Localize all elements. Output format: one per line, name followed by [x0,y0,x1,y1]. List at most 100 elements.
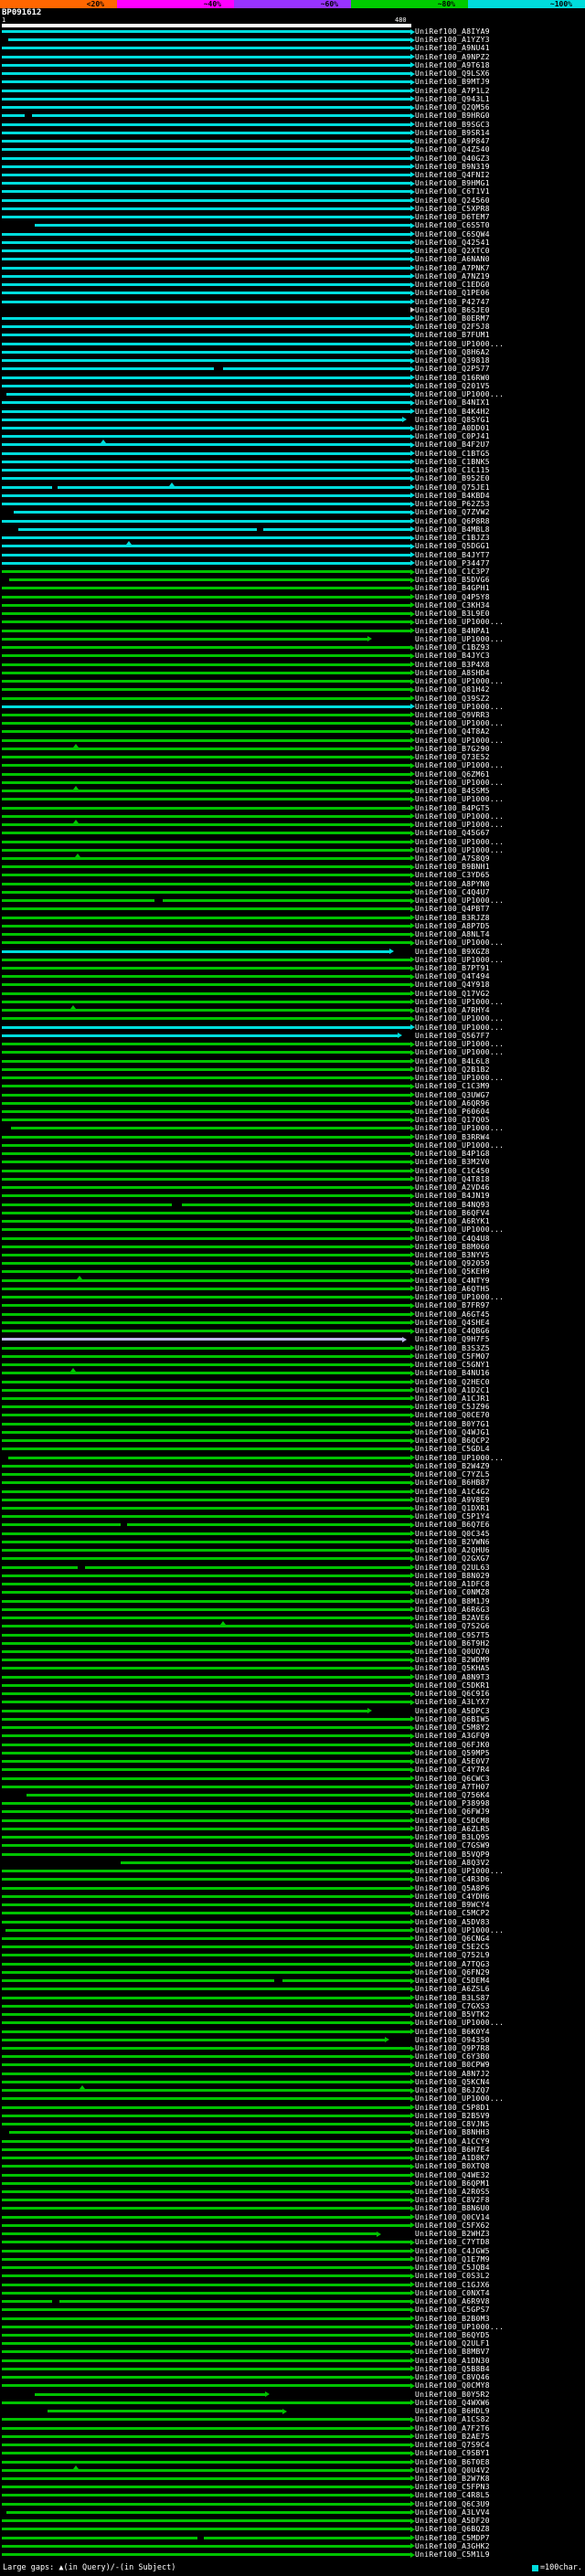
alignment-row[interactable]: UniRef100_UP1000... [0,1225,585,1234]
alignment-row[interactable]: UniRef100_B9N319 [0,163,585,171]
alignment-row[interactable]: UniRef100_Q5B8B4 [0,2365,585,2373]
hit-label[interactable]: UniRef100_UP1000... [415,1040,505,1049]
alignment-row[interactable]: UniRef100_C5DEM4 [0,1977,585,1985]
hit-label[interactable]: UniRef100_B5VQP9 [415,1850,490,1859]
alignment-row[interactable]: UniRef100_B4NU16 [0,1368,585,1377]
alignment-row[interactable]: UniRef100_B2WHZ3 [0,2230,585,2238]
alignment-row[interactable]: UniRef100_Q752L9 [0,1951,585,1959]
alignment-row[interactable]: UniRef100_Q9P7R8 [0,2044,585,2052]
alignment-row[interactable]: UniRef100_UP1000... [0,795,585,803]
hit-label[interactable]: UniRef100_B4KBD4 [415,491,490,500]
hit-label[interactable]: UniRef100_A1CS82 [415,2415,490,2424]
hit-label[interactable]: UniRef100_Q9P7R8 [415,2044,490,2053]
hit-label[interactable]: UniRef100_C7YTD8 [415,2238,490,2247]
alignment-row[interactable]: UniRef100_Q9H7F5 [0,1335,585,1343]
alignment-row[interactable]: UniRef100_C5XPR8 [0,205,585,213]
alignment-row[interactable]: UniRef100_C1C3M9 [0,1082,585,1090]
hit-label[interactable]: UniRef100_Q5A8P6 [415,1883,490,1892]
alignment-row[interactable]: UniRef100_C4NTY9 [0,1275,585,1285]
hit-label[interactable]: UniRef100_A7NZ19 [415,271,490,281]
hit-label[interactable]: UniRef100_Q2UL63 [415,1563,490,1572]
hit-label[interactable]: UniRef100_B9SR14 [415,128,490,137]
alignment-row[interactable]: UniRef100_Q17Q05 [0,1116,585,1124]
alignment-row[interactable]: UniRef100_A8SHD4 [0,669,585,677]
alignment-row[interactable]: UniRef100_B7PT91 [0,964,585,972]
hit-label[interactable]: UniRef100_A8P7D5 [415,921,490,930]
alignment-row[interactable]: UniRef100_P38998 [0,1799,585,1807]
hit-label[interactable]: UniRef100_B4MBL8 [415,525,490,534]
alignment-row[interactable]: UniRef100_UP1000... [0,1124,585,1132]
alignment-row[interactable]: UniRef100_A0DD01 [0,424,585,432]
hit-label[interactable]: UniRef100_Q59MP5 [415,1748,490,1757]
alignment-row[interactable]: UniRef100_Q59MP5 [0,1749,585,1757]
hit-label[interactable]: UniRef100_C5FX62 [415,2221,490,2230]
hit-label[interactable]: UniRef100_UP1000... [415,1124,505,1133]
alignment-row[interactable]: UniRef100_Q6BQZ8 [0,2525,585,2533]
hit-label[interactable]: UniRef100_A7PNK7 [415,263,490,272]
hit-label[interactable]: UniRef100_A7TQG3 [415,1959,490,1968]
hit-label[interactable]: UniRef100_B3LS87 [415,1993,490,2002]
hit-label[interactable]: UniRef100_Q39818 [415,356,490,366]
alignment-row[interactable]: UniRef100_O94350 [0,2036,585,2044]
hit-label[interactable]: UniRef100_C5FPN3 [415,2483,490,2492]
alignment-row[interactable]: UniRef100_B4NIX1 [0,398,585,407]
hit-label[interactable]: UniRef100_Q16RW0 [415,373,490,382]
alignment-row[interactable]: UniRef100_C1GJX6 [0,2281,585,2289]
hit-label[interactable]: UniRef100_UP1000... [415,896,505,906]
hit-label[interactable]: UniRef100_B8MBV7 [415,2348,490,2357]
hit-label[interactable]: UniRef100_B3RRW4 [415,1132,490,1141]
hit-label[interactable]: UniRef100_Q752L9 [415,1951,490,1960]
alignment-row[interactable]: UniRef100_A6ZSL6 [0,1985,585,1993]
alignment-row[interactable]: UniRef100_UP1000... [0,1293,585,1301]
alignment-row[interactable]: UniRef100_UP1000... [0,838,585,846]
hit-label[interactable]: UniRef100_UP1000... [415,339,505,348]
alignment-row[interactable]: UniRef100_UP1000... [0,956,585,964]
alignment-row[interactable]: UniRef100_A7P1L2 [0,87,585,95]
hit-label[interactable]: UniRef100_UP1000... [415,2019,505,2028]
alignment-row[interactable]: UniRef100_B2B0M3 [0,2315,585,2323]
hit-label[interactable]: UniRef100_B3RJZ8 [415,913,490,922]
alignment-row[interactable]: UniRef100_A6RYK1 [0,1217,585,1225]
alignment-row[interactable]: UniRef100_C4R3D6 [0,1875,585,1883]
hit-label[interactable]: UniRef100_C5DCM8 [415,1816,490,1825]
alignment-row[interactable]: UniRef100_Q201V5 [0,382,585,390]
hit-label[interactable]: UniRef100_B4NIX1 [415,398,490,408]
hit-label[interactable]: UniRef100_B4GPH1 [415,584,490,593]
alignment-row[interactable]: UniRef100_A1C4G2 [0,1488,585,1496]
hit-label[interactable]: UniRef100_B2B0M3 [415,2314,490,2323]
alignment-row[interactable]: UniRef100_Q6FN29 [0,1968,585,1977]
alignment-row[interactable]: UniRef100_C5FPN3 [0,2483,585,2491]
alignment-row[interactable]: UniRef100_UP1000... [0,938,585,947]
alignment-row[interactable]: UniRef100_B2VWN6 [0,1538,585,1546]
alignment-row[interactable]: UniRef100_C8VQ46 [0,2373,585,2381]
hit-label[interactable]: UniRef100_Q7S2G6 [415,1622,490,1631]
alignment-row[interactable]: UniRef100_C5GDL4 [0,1445,585,1453]
alignment-row[interactable]: UniRef100_B3M2V0 [0,1158,585,1166]
hit-label[interactable]: UniRef100_B5VTK2 [415,2010,490,2019]
alignment-row[interactable]: UniRef100_C5JZ96 [0,1403,585,1411]
alignment-row[interactable]: UniRef100_Q8SYG1 [0,416,585,424]
hit-label[interactable]: UniRef100_B6QYD5 [415,2330,490,2339]
hit-label[interactable]: UniRef100_C5GPS7 [415,2306,490,2315]
hit-label[interactable]: UniRef100_C1BZ93 [415,643,490,652]
alignment-row[interactable]: UniRef100_C6SQW4 [0,230,585,239]
alignment-row[interactable]: UniRef100_Q1DXR1 [0,1504,585,1512]
alignment-row[interactable]: UniRef100_UP1000... [0,1040,585,1048]
hit-label[interactable]: UniRef100_Q3UWG7 [415,1090,490,1099]
alignment-row[interactable]: UniRef100_B9WCY4 [0,1901,585,1909]
hit-label[interactable]: UniRef100_B6HB87 [415,1479,490,1488]
hit-label[interactable]: UniRef100_UP1000... [415,1867,505,1876]
alignment-row[interactable]: UniRef100_Q4WJG1 [0,1428,585,1436]
hit-label[interactable]: UniRef100_C5FM07 [415,1352,490,1361]
hit-label[interactable]: UniRef100_UP1000... [415,845,505,854]
hit-label[interactable]: UniRef100_C6T1V1 [415,187,490,196]
alignment-row[interactable]: UniRef100_UP1000... [0,761,585,769]
hit-label[interactable]: UniRef100_C8VQ46 [415,2373,490,2382]
hit-label[interactable]: UniRef100_Q4WXW6 [415,2398,490,2407]
hit-label[interactable]: UniRef100_Q9VRR3 [415,710,490,719]
hit-label[interactable]: UniRef100_Q1E7M9 [415,2254,490,2263]
hit-label[interactable]: UniRef100_UP1000... [415,2094,505,2104]
hit-label[interactable]: UniRef100_D6TEM7 [415,213,490,222]
alignment-row[interactable]: UniRef100_B2B5V9 [0,2112,585,2120]
hit-label[interactable]: UniRef100_Q943L1 [415,94,490,103]
